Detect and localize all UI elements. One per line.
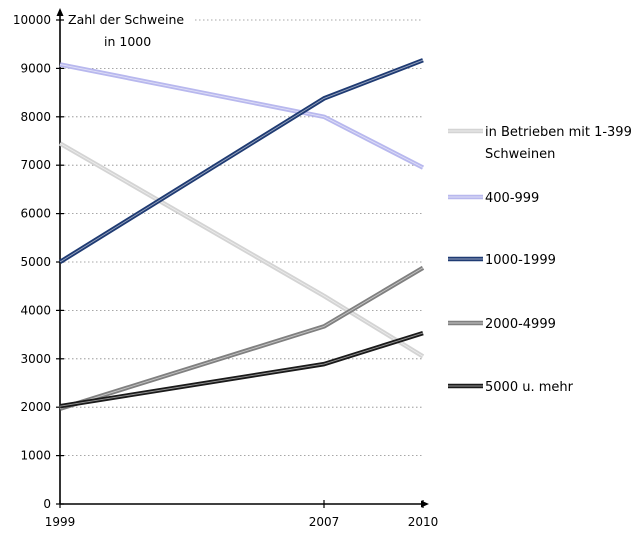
- y-tick-label-5000: 5000: [20, 255, 51, 269]
- series-stroke: [58, 58, 424, 264]
- y-tick-label-9000: 9000: [20, 61, 51, 75]
- legend-label: in Betrieben mit 1-399: [485, 125, 632, 140]
- axes: [56, 8, 429, 508]
- legend-label: 5000 u. mehr: [485, 380, 574, 395]
- y-tick-label-0: 0: [43, 497, 51, 511]
- legend-item-4: 2000-4999: [448, 317, 556, 332]
- series-line-3: [58, 58, 424, 264]
- series-stroke: [59, 330, 424, 409]
- y-tick-label-8000: 8000: [20, 110, 51, 124]
- series-line-4: [59, 265, 425, 411]
- legend-item-1: in Betrieben mit 1-399 Schweinen: [448, 125, 632, 162]
- legend-label: 2000-4999: [485, 317, 556, 332]
- legend: in Betrieben mit 1-399 Schweinen 400-999 10…: [448, 125, 632, 395]
- series-line-1: [58, 141, 425, 359]
- y-axis-label-line-1: Zahl der Schweine: [68, 12, 184, 27]
- y-tick-label-1000: 1000: [20, 449, 51, 463]
- series-stroke-highlight: [59, 267, 424, 410]
- y-axis-arrow-icon: [56, 8, 64, 16]
- series-line-2: [59, 62, 425, 170]
- gridlines: [60, 19, 423, 457]
- series-stroke-highlight: [59, 59, 424, 263]
- series-lines: [58, 58, 425, 411]
- series-stroke-highlight: [59, 332, 424, 407]
- legend-label: 400-999: [485, 191, 539, 206]
- y-tick-label-7000: 7000: [20, 158, 51, 172]
- series-stroke-highlight: [59, 64, 424, 169]
- y-axis-ticks: 0 1000 2000 3000 4000 5000 6000 7000 8000 9000 100…: [13, 13, 64, 511]
- x-tick-label-2007: 2007: [309, 515, 340, 529]
- x-axis-ticks: 1999 2007 2010: [45, 500, 439, 529]
- legend-label: 1000-1999: [485, 253, 556, 268]
- legend-item-2: 400-999: [448, 191, 539, 206]
- y-tick-label-10000: 10000: [13, 13, 51, 27]
- x-axis-arrow-icon: [421, 500, 429, 508]
- legend-label: Schweinen: [485, 147, 555, 162]
- y-tick-label-2000: 2000: [20, 400, 51, 414]
- series-stroke: [59, 265, 425, 411]
- y-axis-label-line-2: in 1000: [104, 34, 151, 49]
- y-tick-label-4000: 4000: [20, 303, 51, 317]
- series-stroke-highlight: [59, 143, 424, 357]
- legend-item-5: 5000 u. mehr: [448, 380, 574, 395]
- x-tick-label-2010: 2010: [408, 515, 439, 529]
- y-tick-label-3000: 3000: [20, 352, 51, 366]
- x-tick-label-1999: 1999: [45, 515, 76, 529]
- legend-item-3: 1000-1999: [448, 253, 556, 268]
- series-line-5: [59, 330, 424, 409]
- y-tick-label-6000: 6000: [20, 207, 51, 221]
